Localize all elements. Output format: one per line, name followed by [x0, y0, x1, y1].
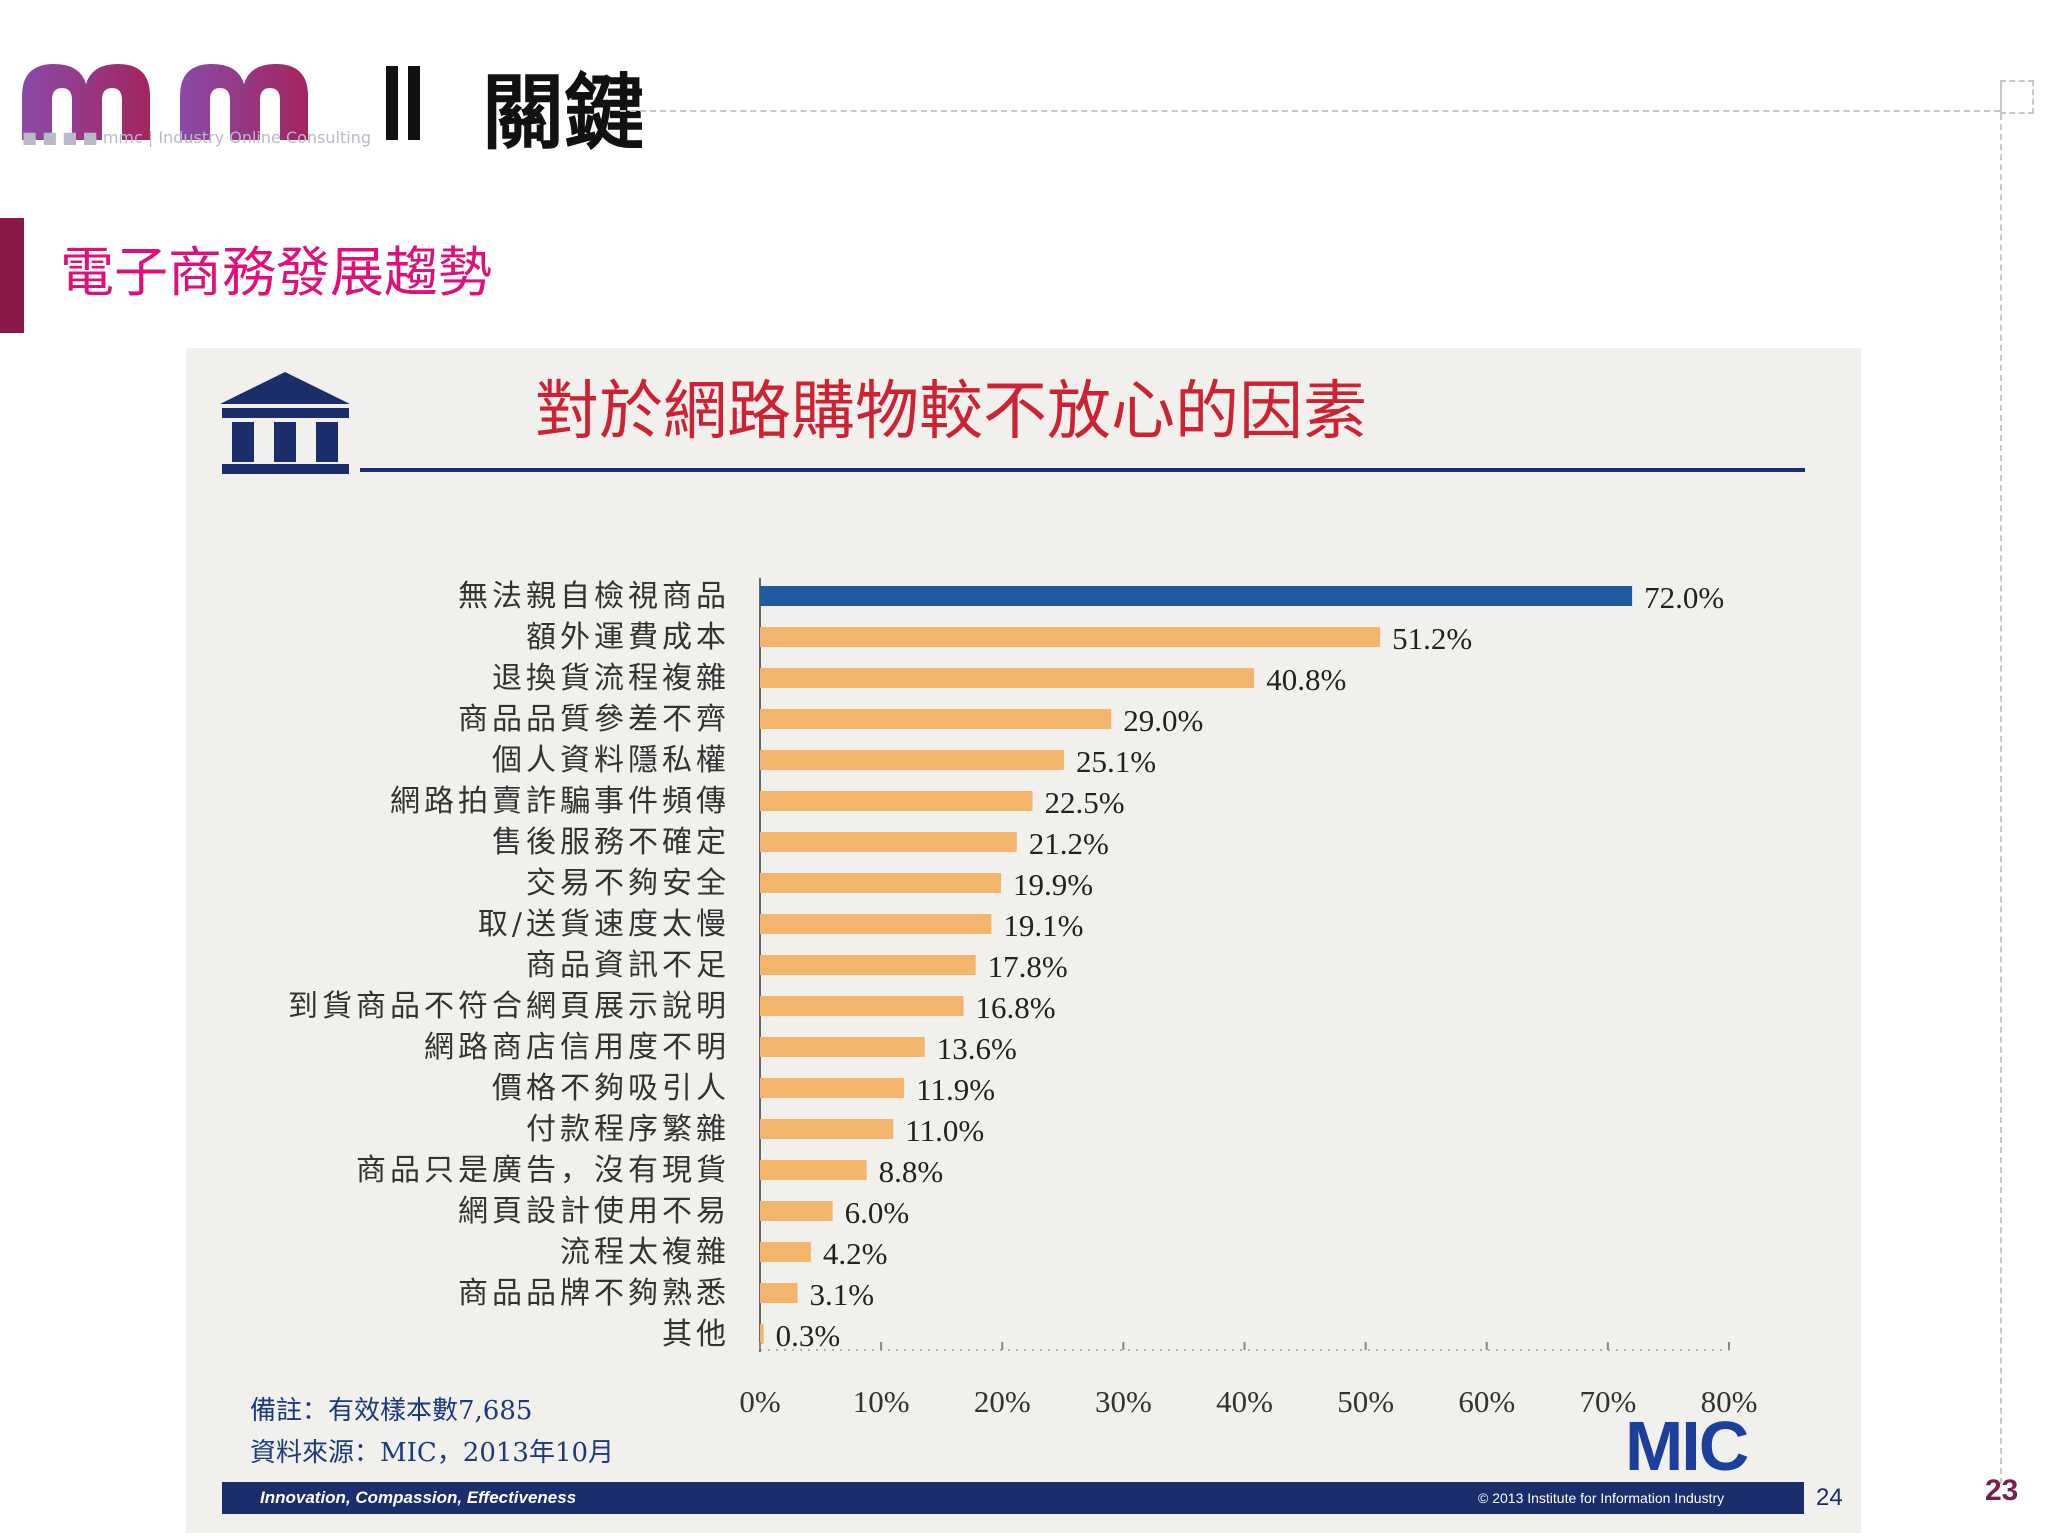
- sample-note: 備註：有效樣本數7,685: [250, 1396, 533, 1426]
- data-label: 72.0%: [1644, 580, 1724, 615]
- x-tick-label: 30%: [1095, 1384, 1152, 1419]
- x-tick-label: 20%: [974, 1384, 1031, 1419]
- logo-divider: [386, 66, 398, 140]
- x-tick-label: 10%: [853, 1384, 910, 1419]
- company-logo: 關鍵 ■ ■ ■ ■ mmc | Industry Online Consult…: [22, 20, 642, 161]
- bar: [760, 1242, 811, 1262]
- category-label: 商品只是廣告，沒有現貨: [356, 1153, 730, 1188]
- data-label: 4.2%: [823, 1236, 888, 1271]
- title-rule: [360, 468, 1805, 472]
- slide-title: 電子商務發展趨勢: [60, 241, 492, 304]
- dashed-corner-box: [2000, 80, 2034, 114]
- logo-divider: [408, 66, 420, 140]
- data-label: 19.9%: [1013, 867, 1093, 902]
- bar: [760, 791, 1033, 811]
- bar: [760, 1037, 925, 1057]
- category-label: 付款程序繁雜: [526, 1112, 730, 1147]
- logo-subtext: ■ ■ ■ ■ mmc | Industry Online Consulting: [22, 128, 371, 147]
- bar: [760, 873, 1002, 893]
- x-tick-label: 80%: [1701, 1384, 1758, 1419]
- category-label: 商品資訊不足: [526, 948, 730, 983]
- footer-copyright: © 2013 Institute for Information Industr…: [1478, 1490, 1725, 1506]
- dashed-guide-top: [620, 110, 2000, 112]
- category-label: 網頁設計使用不易: [458, 1194, 730, 1229]
- data-label: 19.1%: [1003, 908, 1083, 943]
- bar: [760, 832, 1017, 852]
- bar: [760, 627, 1381, 647]
- x-tick-label: 0%: [739, 1384, 780, 1419]
- logo-text: 關鍵: [482, 66, 642, 161]
- category-label: 取/送貨速度太慢: [478, 907, 730, 942]
- title-accent-bar: [0, 218, 24, 333]
- chart-title: 對於網路購物較不放心的因素: [535, 375, 1367, 449]
- inner-page-number: 24: [1816, 1484, 1843, 1511]
- bar: [760, 1078, 905, 1098]
- category-label: 售後服務不確定: [492, 825, 730, 860]
- data-label: 17.8%: [988, 949, 1068, 984]
- footer-bar: [222, 1482, 1804, 1514]
- bar: [760, 1283, 798, 1303]
- category-label: 到貨商品不符合網頁展示說明: [288, 989, 730, 1024]
- data-label: 0.3%: [776, 1318, 841, 1353]
- bar-chart: 無法親自檢視商品 72.0% 額外運費成本 51.2% 退換貨流程複雜 40.8% 商品品質…: [288, 578, 1758, 1419]
- data-label: 16.8%: [975, 990, 1055, 1025]
- bar: [760, 668, 1255, 688]
- chart-panel: [186, 348, 1861, 1533]
- bar: [760, 709, 1112, 729]
- category-label: 額外運費成本: [526, 620, 730, 655]
- category-label: 其他: [662, 1317, 730, 1352]
- bar: [760, 1324, 764, 1344]
- category-label: 商品品質參差不齊: [458, 702, 730, 737]
- data-label: 8.8%: [879, 1154, 944, 1189]
- category-label: 退換貨流程複雜: [492, 661, 730, 696]
- data-label: 51.2%: [1392, 621, 1472, 656]
- bar: [760, 1119, 894, 1139]
- category-label: 價格不夠吸引人: [492, 1071, 730, 1106]
- bar: [760, 1201, 833, 1221]
- data-label: 11.9%: [916, 1072, 995, 1107]
- category-label: 個人資料隱私權: [492, 743, 730, 778]
- data-label: 11.0%: [905, 1113, 984, 1148]
- category-label: 無法親自檢視商品: [458, 579, 730, 614]
- bar: [760, 955, 976, 975]
- x-tick-label: 60%: [1458, 1384, 1515, 1419]
- data-label: 3.1%: [810, 1277, 875, 1312]
- category-label: 交易不夠安全: [526, 866, 730, 901]
- category-label: 網路商店信用度不明: [424, 1030, 730, 1065]
- bar: [760, 996, 964, 1016]
- x-tick-label: 40%: [1216, 1384, 1273, 1419]
- data-label: 21.2%: [1029, 826, 1109, 861]
- bar: [760, 586, 1633, 606]
- source-note: 資料來源：MIC，2013年10月: [250, 1438, 615, 1468]
- data-label: 40.8%: [1266, 662, 1346, 697]
- dashed-guide-right: [2000, 84, 2002, 1484]
- x-tick-label: 70%: [1579, 1384, 1636, 1419]
- bar: [760, 1160, 867, 1180]
- data-label: 6.0%: [845, 1195, 910, 1230]
- bar: [760, 914, 992, 934]
- bar: [760, 750, 1065, 770]
- mm-logo-icon: [22, 64, 308, 140]
- x-tick-label: 50%: [1337, 1384, 1394, 1419]
- slide-page-number: 23: [1985, 1474, 2019, 1507]
- category-label: 商品品牌不夠熟悉: [458, 1276, 730, 1311]
- footer-slogan: Innovation, Compassion, Effectiveness: [260, 1488, 577, 1507]
- institute-logo-icon: [220, 372, 350, 474]
- category-label: 網路拍賣詐騙事件頻傳: [390, 784, 730, 819]
- mic-logo: MIC: [1625, 1407, 1749, 1485]
- data-label: 13.6%: [937, 1031, 1017, 1066]
- data-label: 22.5%: [1045, 785, 1125, 820]
- data-label: 29.0%: [1123, 703, 1203, 738]
- category-label: 流程太複雜: [560, 1235, 730, 1270]
- data-label: 25.1%: [1076, 744, 1156, 779]
